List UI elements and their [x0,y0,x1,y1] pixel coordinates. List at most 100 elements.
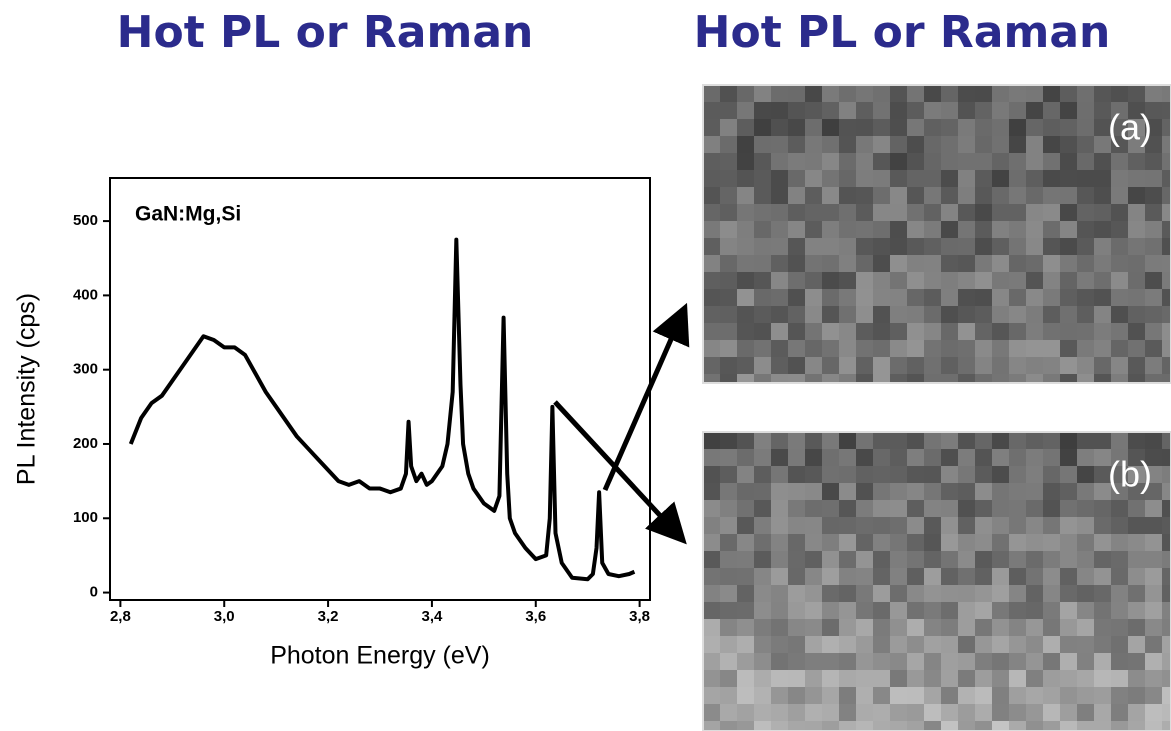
pixel [1145,187,1162,204]
pixel [1128,136,1145,153]
pixel [975,432,992,449]
pixel [1077,136,1094,153]
pixel [788,255,805,272]
pixel [805,670,822,687]
pixel [975,221,992,238]
pixel [941,517,958,534]
pixel [737,568,754,585]
pixel [805,466,822,483]
pixel [1009,653,1026,670]
pixel [890,483,907,500]
pixel [856,670,873,687]
pixel [958,449,975,466]
pixel [805,568,822,585]
pixel [1145,170,1162,187]
pixel [822,238,839,255]
pixel [839,619,856,636]
pixel [992,517,1009,534]
pixel [788,670,805,687]
pixel [1026,187,1043,204]
pixel [873,102,890,119]
pixel [1060,272,1077,289]
pixel [907,585,924,602]
pixel [1060,517,1077,534]
pixel [890,466,907,483]
pixel [1026,517,1043,534]
pixel [1162,449,1171,466]
pixel [1094,204,1111,221]
pixel [1026,449,1043,466]
pixel [924,187,941,204]
pixel [1009,357,1026,374]
pixel [958,187,975,204]
pixel [975,636,992,653]
pixel [958,585,975,602]
pixel [703,238,720,255]
pixel [1077,670,1094,687]
pixel [839,238,856,255]
pixel [1060,238,1077,255]
pixel [1043,653,1060,670]
pixel [805,374,822,383]
pixel [958,323,975,340]
pixel [856,466,873,483]
pixel [1043,238,1060,255]
pixel [1009,374,1026,383]
pixel [1162,374,1171,383]
pixel [1043,102,1060,119]
pixel [890,255,907,272]
pixel [1026,670,1043,687]
pixel [1162,272,1171,289]
pixel [1026,340,1043,357]
pixel [1111,602,1128,619]
pixel [788,704,805,721]
pixel [1128,357,1145,374]
pixel [703,272,720,289]
pixel [1060,187,1077,204]
pixel [1043,340,1060,357]
pixel [1094,432,1111,449]
pixel [1026,170,1043,187]
pixel [1111,85,1128,102]
pixel [856,221,873,238]
pixel [924,153,941,170]
pixel [1111,221,1128,238]
pixel [1145,340,1162,357]
pixel [992,449,1009,466]
pixel [1043,153,1060,170]
pixel [839,357,856,374]
pixel [703,374,720,383]
pixel [1128,187,1145,204]
pixel [771,272,788,289]
pixel [720,289,737,306]
pixel [1111,255,1128,272]
pixel [754,272,771,289]
pixel [703,551,720,568]
pixel [992,653,1009,670]
pixel [1043,551,1060,568]
pixel [924,704,941,721]
pixel [873,323,890,340]
pixel [1128,568,1145,585]
pixel [737,323,754,340]
pixel [805,721,822,731]
pixel [1026,602,1043,619]
pixel [856,500,873,517]
pixel [941,204,958,221]
pixel [771,187,788,204]
pixel [975,272,992,289]
pixel [1077,534,1094,551]
pixel [805,483,822,500]
pixel [924,636,941,653]
pixel [1094,636,1111,653]
pixel [890,687,907,704]
pixel [1128,238,1145,255]
pixel [992,306,1009,323]
pixel [1145,568,1162,585]
pixel [907,568,924,585]
pixel [1026,500,1043,517]
pixel [788,323,805,340]
pixel [1145,687,1162,704]
pixel [924,102,941,119]
pixel [1145,221,1162,238]
